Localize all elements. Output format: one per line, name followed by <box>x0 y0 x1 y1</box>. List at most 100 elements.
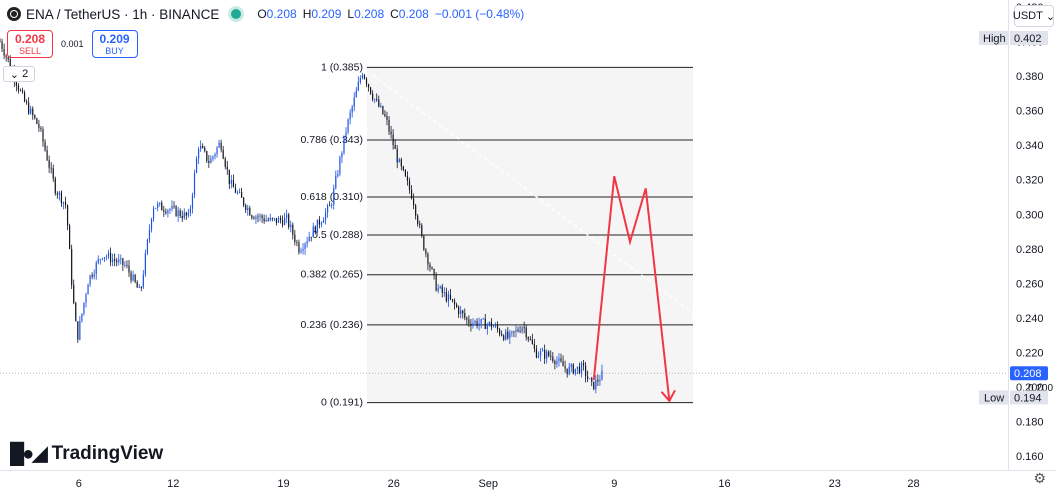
price-tick-label: 0.260 <box>1016 278 1044 290</box>
candle-body <box>374 99 376 100</box>
candle-body <box>478 323 480 327</box>
price-tick-label: 0.300 <box>1016 209 1044 221</box>
currency-select[interactable]: USDT ⌄ <box>1013 5 1056 27</box>
candle-body <box>66 205 69 226</box>
candle-body <box>28 102 30 114</box>
candle-body <box>163 210 165 212</box>
fib-level-label: 0.618 (0.310) <box>301 191 363 203</box>
candle-body <box>533 344 535 349</box>
candle-body <box>574 368 576 374</box>
candle-body <box>165 211 167 214</box>
candle-body <box>183 212 185 219</box>
candle-body <box>167 210 169 214</box>
candle-body <box>589 378 591 380</box>
candle-body <box>0 41 1 43</box>
candle-body <box>101 258 103 260</box>
indicators-collapse-button[interactable]: ⌄ 2 <box>3 66 35 82</box>
candle-body <box>132 274 134 281</box>
candle-body <box>304 243 306 249</box>
candle-body <box>214 154 216 157</box>
buy-button[interactable]: 0.209 BUY <box>91 30 138 58</box>
chevron-down-icon: ⌄ <box>1045 10 1056 23</box>
candle-body <box>97 259 99 263</box>
high-value: 0.402 <box>1014 33 1042 45</box>
candle-body <box>245 205 247 210</box>
candle-body <box>99 259 101 261</box>
candle-body <box>116 260 118 263</box>
candle-body <box>327 205 329 213</box>
candle-body <box>470 323 472 327</box>
candle-body <box>578 366 581 374</box>
candle-body <box>595 379 597 390</box>
candle-body <box>249 207 251 216</box>
candle-body <box>136 282 138 288</box>
trend-line <box>371 73 784 381</box>
candle-body <box>46 150 48 161</box>
candle-body <box>412 198 415 206</box>
candle-body <box>81 313 83 321</box>
candle-body <box>388 120 390 132</box>
candle-body <box>384 114 386 117</box>
candle-body <box>335 175 337 189</box>
candle-body <box>492 326 495 328</box>
symbol-title[interactable]: ENA / TetherUS · 1h · BINANCE <box>26 6 220 22</box>
candle-body <box>582 363 585 366</box>
candle-body <box>464 313 466 318</box>
candle-body <box>390 131 392 135</box>
candle-body <box>417 215 419 224</box>
candle-body <box>89 275 91 285</box>
candle-body <box>548 351 550 356</box>
candle-body <box>144 253 146 275</box>
candle-body <box>202 145 204 149</box>
tradingview-logo-icon: █●◢ <box>10 443 48 465</box>
candle-body <box>355 90 357 98</box>
fib-level-label: 0.236 (0.236) <box>301 319 363 331</box>
candle-body <box>263 218 265 222</box>
high-label: High <box>983 33 1006 45</box>
candle-body <box>273 218 275 219</box>
candle-body <box>107 252 110 257</box>
candle-body <box>558 358 560 362</box>
candle-body <box>261 215 263 219</box>
candle-body <box>181 216 183 219</box>
candle-body <box>351 106 353 113</box>
sell-button[interactable]: 0.208 SELL <box>7 30 53 58</box>
candle-body <box>519 331 521 332</box>
candle-body <box>95 262 97 275</box>
candle-body <box>288 214 290 228</box>
trade-buttons: 0.208 SELL 0.001 0.209 BUY <box>7 30 138 58</box>
candle-body <box>333 188 335 205</box>
candle-body <box>546 351 548 359</box>
candle-body <box>337 173 339 176</box>
candle-body <box>566 368 568 375</box>
candle-body <box>48 160 50 168</box>
price-tick-label: 0.320 <box>1016 175 1044 187</box>
candle-body <box>169 209 171 211</box>
candle-body <box>118 259 120 263</box>
candle-body <box>257 216 259 218</box>
candle-body <box>554 361 556 365</box>
candle-body <box>44 141 46 151</box>
low-label: Low <box>984 392 1004 404</box>
candle-body <box>484 318 486 329</box>
candle-body <box>394 145 396 149</box>
candle-body <box>539 351 542 356</box>
candle-body <box>159 202 161 205</box>
candle-body <box>58 192 60 195</box>
candle-body <box>517 329 519 332</box>
candle-body <box>265 219 267 222</box>
time-tick-label: 19 <box>277 478 289 490</box>
candle-body <box>482 318 484 320</box>
candle-body <box>238 192 241 193</box>
tradingview-logo[interactable]: █●◢ TradingView <box>10 442 164 466</box>
candle-body <box>275 218 278 223</box>
candle-body <box>525 327 527 338</box>
candle-body <box>26 101 28 103</box>
candle-body <box>34 115 36 119</box>
fib-level-label: 0.786 (0.343) <box>301 134 363 146</box>
candle-body <box>52 168 54 179</box>
settings-gear-icon[interactable]: ⚙ <box>1033 470 1046 486</box>
candle-body <box>298 242 300 253</box>
candle-body <box>241 192 243 198</box>
